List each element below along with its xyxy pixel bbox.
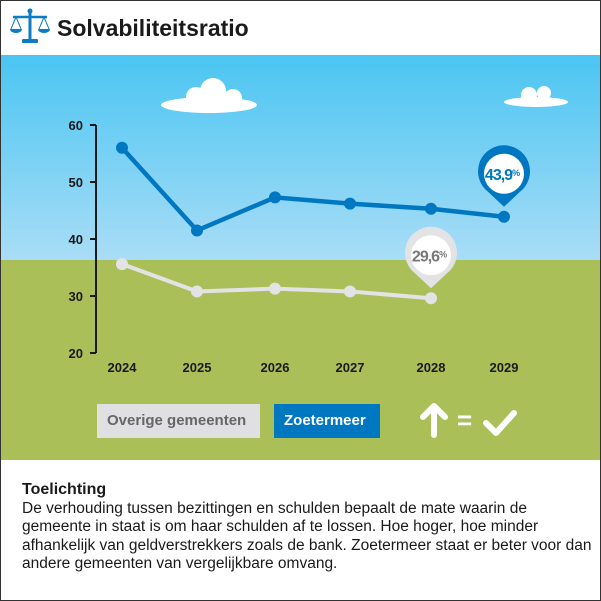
data-point [191, 224, 203, 237]
y-tick-label: 20 [69, 346, 83, 361]
pin-unit: % [439, 249, 447, 259]
svg-text:43,9%: 43,9% [485, 167, 520, 184]
value-pin-other: 29,6% [405, 226, 457, 289]
y-tick-label: 30 [69, 289, 83, 304]
data-point [425, 202, 437, 215]
arrow-up-icon [420, 403, 448, 438]
data-point [269, 191, 281, 204]
legend-other-municipalities: Overige gemeenten [97, 404, 260, 438]
explanation-text: De verhouding tussen bezittingen en schu… [22, 499, 592, 573]
scale-icon [10, 8, 50, 43]
legend-zoetermeer: Zoetermeer [274, 404, 380, 438]
data-point [116, 141, 128, 154]
y-tick-label: 60 [69, 118, 83, 133]
svg-text:29,6%: 29,6% [412, 248, 447, 265]
data-point [191, 285, 203, 298]
x-tick-label: 2024 [108, 360, 138, 375]
data-point [498, 210, 510, 223]
pin-value: 43,9 [485, 167, 513, 184]
series-line-zoetermeer [120, 146, 505, 234]
cloud-icon [161, 78, 257, 113]
data-point [344, 285, 356, 298]
cloud-icon [504, 86, 568, 107]
explanation: Toelichting De verhouding tussen bezitti… [22, 481, 592, 574]
header: Solvabiliteitsratio [1, 1, 600, 55]
data-point [344, 197, 356, 210]
verdict: = [420, 403, 517, 438]
equals-sign: = [457, 405, 472, 435]
pin-value: 29,6 [412, 248, 440, 265]
x-tick-label: 2029 [490, 360, 519, 375]
x-tick-label: 2025 [183, 360, 212, 375]
y-tick-label: 40 [69, 232, 83, 247]
x-tick-label: 2027 [336, 360, 365, 375]
x-tick-label: 2026 [261, 360, 290, 375]
x-tick-label: 2028 [417, 360, 446, 375]
page-title: Solvabiliteitsratio [57, 15, 249, 41]
pin-unit: % [512, 168, 520, 178]
explanation-title: Toelichting [22, 481, 107, 498]
value-pin-zoetermeer: 43,9% [477, 145, 530, 207]
data-point [116, 258, 128, 271]
data-point [269, 282, 281, 295]
data-point [425, 292, 437, 305]
y-tick-label: 50 [69, 175, 83, 190]
checkmark-icon [483, 410, 517, 436]
